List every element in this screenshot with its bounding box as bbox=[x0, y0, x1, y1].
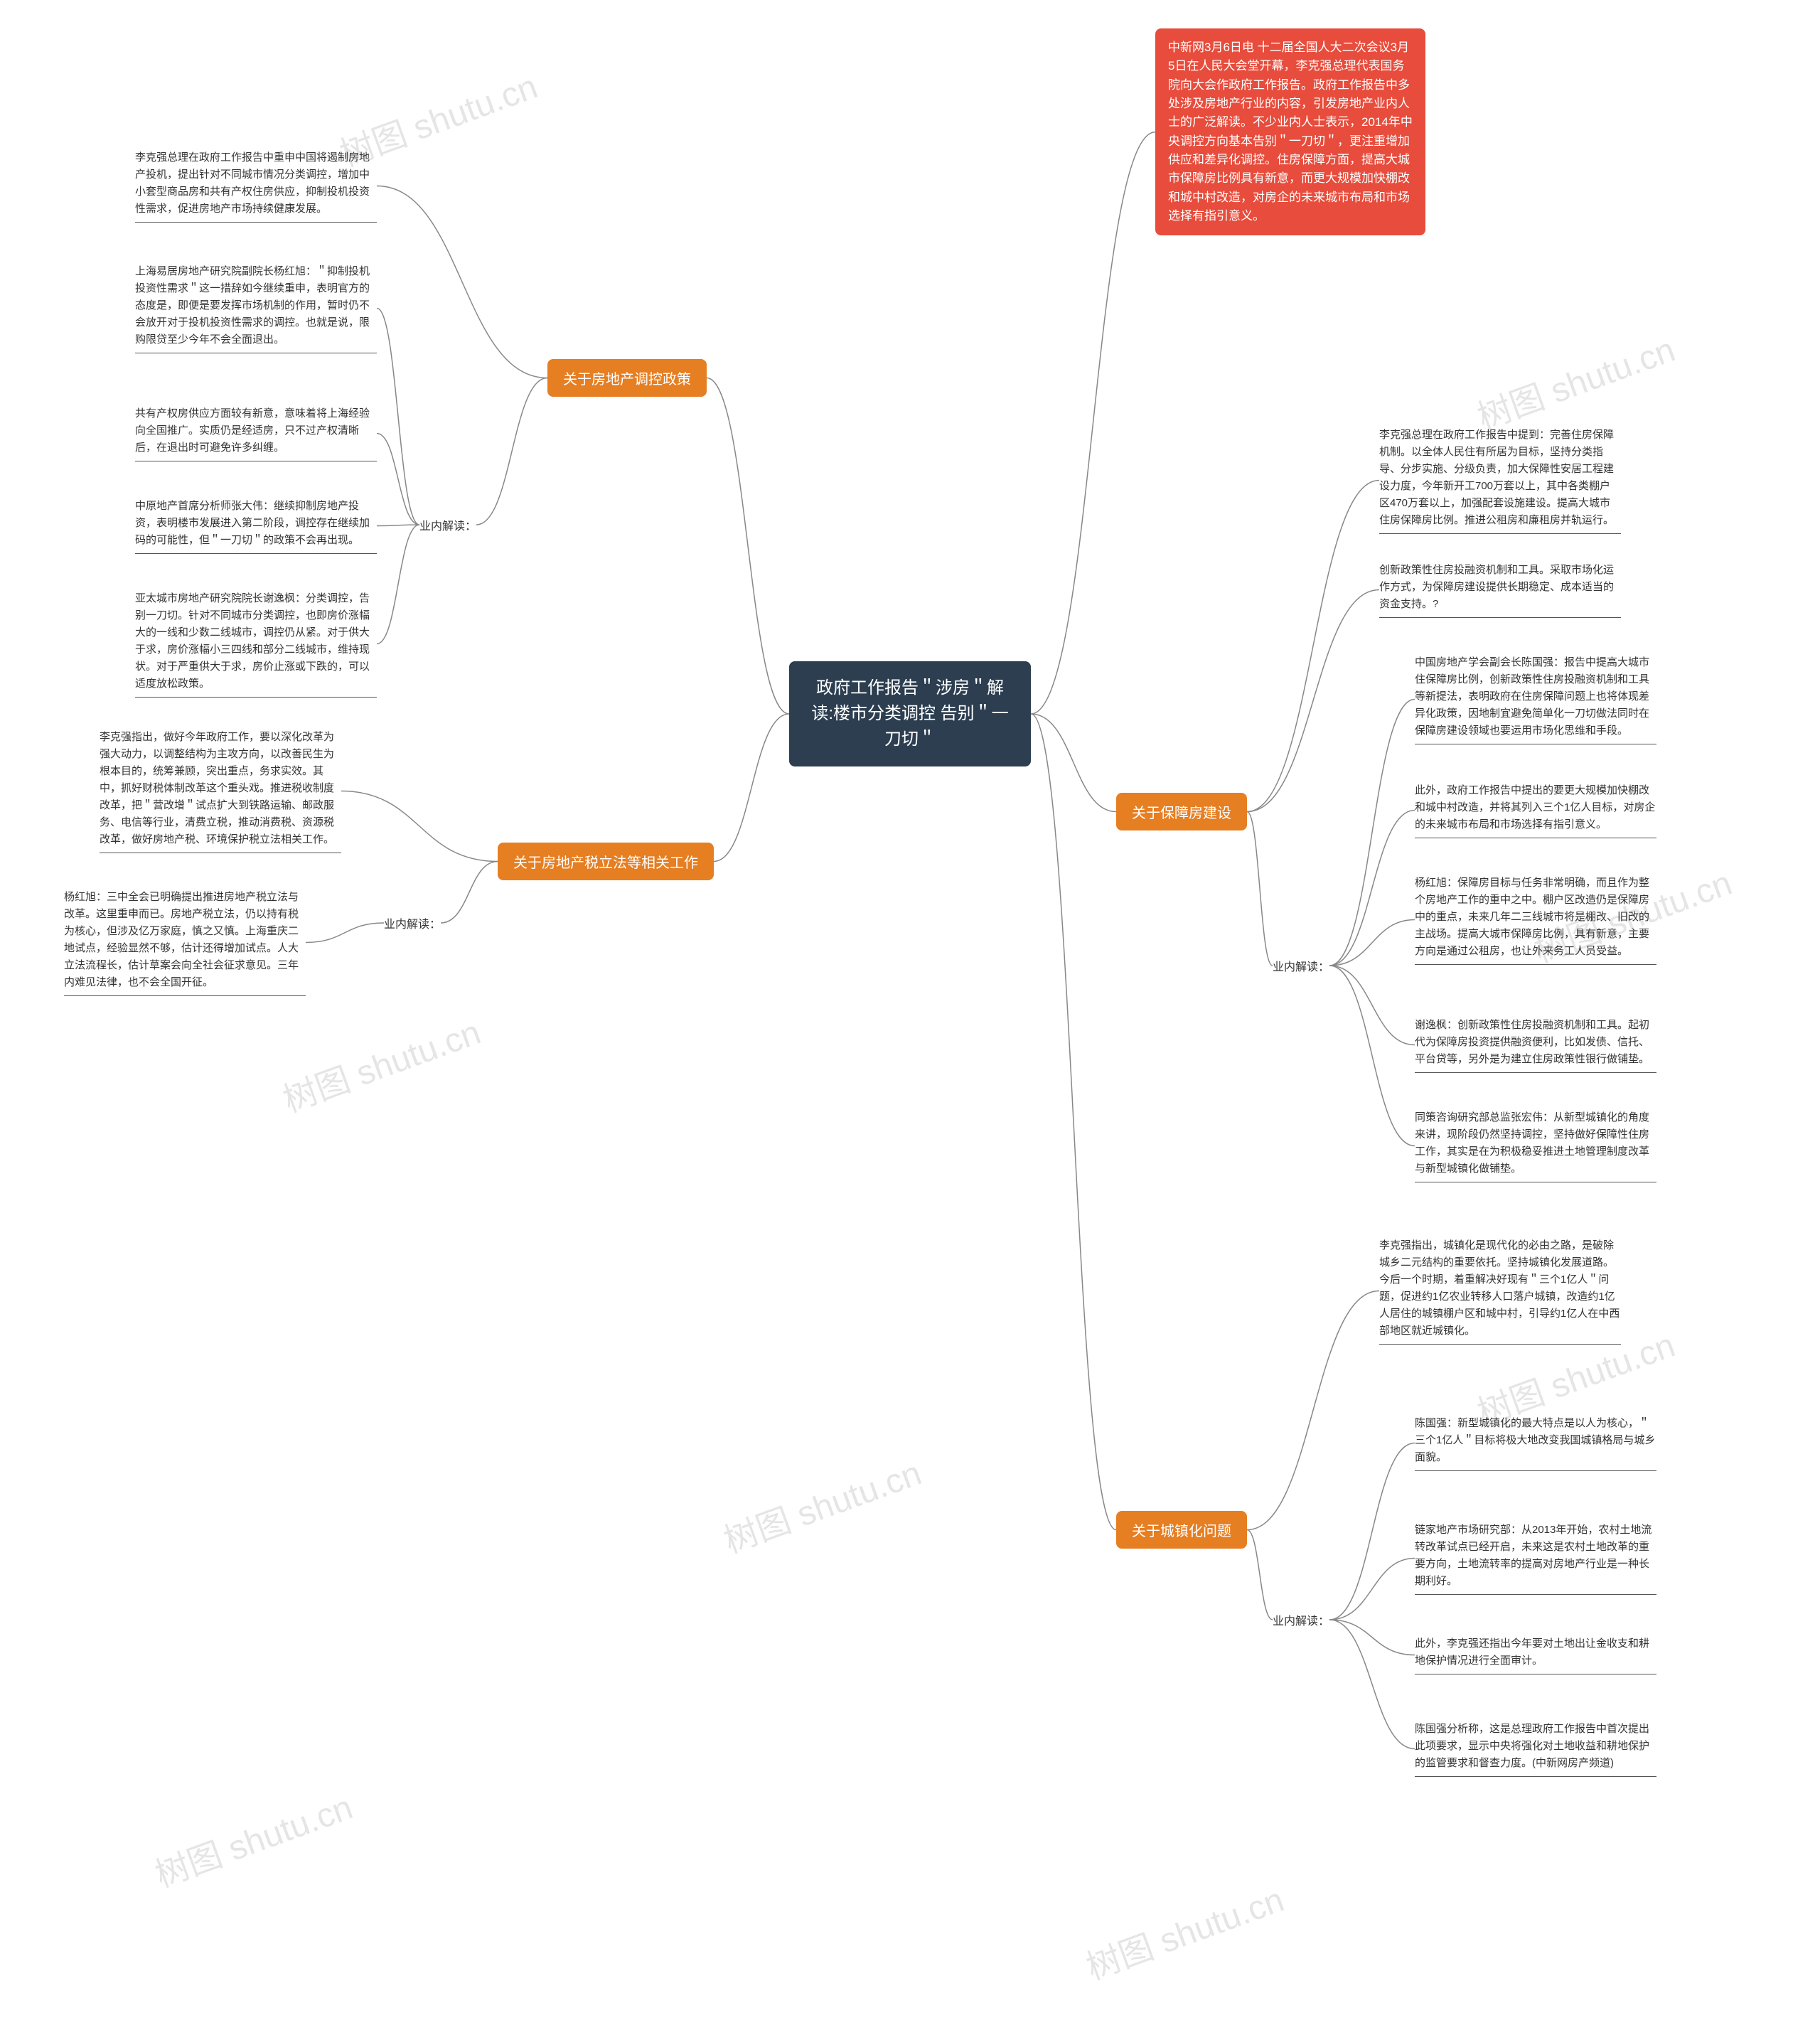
b4-leaf-4: 此外，李克强还指出今年要对土地出让金收支和耕地保护情况进行全面审计。 bbox=[1415, 1635, 1656, 1674]
b4-leaf-5: 陈国强分析称，这是总理政府工作报告中首次提出此项要求，显示中央将强化对土地收益和… bbox=[1415, 1721, 1656, 1777]
leaf-text: 共有产权房供应方面较有新意，意味着将上海经验向全国推广。实质仍是经适房，只不过产… bbox=[135, 407, 370, 454]
b3-leaf-1: 李克强总理在政府工作报告中提到：完善住房保障机制。以全体人民住有所居为目标，坚持… bbox=[1379, 427, 1621, 534]
center-title: 政府工作报告＂涉房＂解读:楼市分类调控 告别＂一刀切＂ bbox=[811, 678, 1008, 749]
b3-sublabel: 业内解读： bbox=[1273, 957, 1329, 974]
intro-box: 中新网3月6日电 十二届全国人大二次会议3月5日在人民大会堂开幕，李克强总理代表… bbox=[1155, 28, 1425, 235]
b4-sublabel: 业内解读： bbox=[1273, 1611, 1329, 1628]
center-node: 政府工作报告＂涉房＂解读:楼市分类调控 告别＂一刀切＂ bbox=[789, 661, 1031, 766]
b2-leaf-2: 杨红旭：三中全会已明确提出推进房地产税立法与改革。这里重申而已。房地产税立法，仍… bbox=[64, 889, 306, 996]
b1-leaf-2: 上海易居房地产研究院副院长杨红旭：＂抑制投机投资性需求＂这一措辞如今继续重申，表… bbox=[135, 263, 377, 353]
b3-leaf-7: 同策咨询研究部总监张宏伟：从新型城镇化的角度来讲，现阶段仍然坚持调控，坚持做好保… bbox=[1415, 1109, 1656, 1182]
branch-shuilifa: 关于房地产税立法等相关工作 bbox=[498, 843, 714, 880]
leaf-text: 此外，李克强还指出今年要对土地出让金收支和耕地保护情况进行全面审计。 bbox=[1415, 1638, 1649, 1667]
b3-leaf-2: 创新政策性住房投融资机制和工具。采取市场化运作方式，为保障房建设提供长期稳定、成… bbox=[1379, 562, 1621, 618]
leaf-text: 中原地产首席分析师张大伟：继续抑制房地产投资，表明楼市发展进入第二阶段，调控存在… bbox=[135, 500, 370, 546]
b4-leaf-2: 陈国强：新型城镇化的最大特点是以人为核心，＂三个1亿人＂目标将极大地改变我国城镇… bbox=[1415, 1415, 1656, 1471]
branch-label: 关于城镇化问题 bbox=[1132, 1524, 1231, 1539]
branch-chengzhenhua: 关于城镇化问题 bbox=[1116, 1511, 1247, 1549]
leaf-text: 链家地产市场研究部：从2013年开始，农村土地流转改革试点已经开启，未来这是农村… bbox=[1415, 1524, 1652, 1587]
leaf-text: 创新政策性住房投融资机制和工具。采取市场化运作方式，为保障房建设提供长期稳定、成… bbox=[1379, 564, 1614, 610]
b1-leaf-5: 亚太城市房地产研究院院长谢逸枫：分类调控，告别一刀切。针对不同城市分类调控，也即… bbox=[135, 590, 377, 698]
leaf-text: 亚太城市房地产研究院院长谢逸枫：分类调控，告别一刀切。针对不同城市分类调控，也即… bbox=[135, 592, 370, 690]
b3-leaf-4: 此外，政府工作报告中提出的要更大规模加快棚改和城中村改造，并将其列入三个1亿人目… bbox=[1415, 782, 1656, 838]
b1-leaf-1: 李克强总理在政府工作报告中重申中国将遏制房地产投机，提出针对不同城市情况分类调控… bbox=[135, 149, 377, 223]
intro-text: 中新网3月6日电 十二届全国人大二次会议3月5日在人民大会堂开幕，李克强总理代表… bbox=[1168, 41, 1413, 223]
b3-leaf-5: 杨红旭：保障房目标与任务非常明确，而且作为整个房地产工作的重中之中。棚户区改造仍… bbox=[1415, 875, 1656, 965]
leaf-text: 李克强指出，城镇化是现代化的必由之路，是破除城乡二元结构的重要依托。坚持城镇化发… bbox=[1379, 1239, 1620, 1337]
b1-sublabel: 业内解读： bbox=[419, 516, 476, 533]
b1-leaf-4: 中原地产首席分析师张大伟：继续抑制房地产投资，表明楼市发展进入第二阶段，调控存在… bbox=[135, 498, 377, 554]
leaf-text: 杨红旭：三中全会已明确提出推进房地产税立法与改革。这里重申而已。房地产税立法，仍… bbox=[64, 891, 299, 988]
leaf-text: 杨红旭：保障房目标与任务非常明确，而且作为整个房地产工作的重中之中。棚户区改造仍… bbox=[1415, 877, 1649, 957]
branch-label: 关于房地产税立法等相关工作 bbox=[513, 855, 698, 871]
branch-label: 关于房地产调控政策 bbox=[563, 372, 691, 388]
leaf-text: 谢逸枫：创新政策性住房投融资机制和工具。起初代为保障房投资提供融资便利，比如发债… bbox=[1415, 1019, 1649, 1065]
sublabel-text: 业内解读： bbox=[419, 520, 476, 533]
branch-label: 关于保障房建设 bbox=[1132, 806, 1231, 821]
mindmap-root: 政府工作报告＂涉房＂解读:楼市分类调控 告别＂一刀切＂ 中新网3月6日电 十二届… bbox=[0, 0, 1820, 2030]
leaf-text: 此外，政府工作报告中提出的要更大规模加快棚改和城中村改造，并将其列入三个1亿人目… bbox=[1415, 784, 1655, 830]
b3-leaf-3: 中国房地产学会副会长陈国强：报告中提高大城市住保障房比例，创新政策性住房投融资机… bbox=[1415, 654, 1656, 744]
branch-baozhangfang: 关于保障房建设 bbox=[1116, 793, 1247, 830]
sublabel-text: 业内解读： bbox=[384, 919, 441, 931]
leaf-text: 李克强总理在政府工作报告中提到：完善住房保障机制。以全体人民住有所居为目标，坚持… bbox=[1379, 429, 1614, 526]
b4-leaf-3: 链家地产市场研究部：从2013年开始，农村土地流转改革试点已经开启，未来这是农村… bbox=[1415, 1522, 1656, 1595]
b1-leaf-3: 共有产权房供应方面较有新意，意味着将上海经验向全国推广。实质仍是经适房，只不过产… bbox=[135, 405, 377, 461]
leaf-text: 上海易居房地产研究院副院长杨红旭：＂抑制投机投资性需求＂这一措辞如今继续重申，表… bbox=[135, 265, 370, 346]
leaf-text: 中国房地产学会副会长陈国强：报告中提高大城市住保障房比例，创新政策性住房投融资机… bbox=[1415, 656, 1649, 737]
b2-sublabel: 业内解读： bbox=[384, 914, 441, 931]
leaf-text: 李克强指出，做好今年政府工作，要以深化改革为强大动力，以调整结构为主攻方向，以改… bbox=[100, 731, 334, 845]
leaf-text: 李克强总理在政府工作报告中重申中国将遏制房地产投机，提出针对不同城市情况分类调控… bbox=[135, 151, 370, 215]
b3-leaf-6: 谢逸枫：创新政策性住房投融资机制和工具。起初代为保障房投资提供融资便利，比如发债… bbox=[1415, 1017, 1656, 1073]
leaf-text: 同策咨询研究部总监张宏伟：从新型城镇化的角度来讲，现阶段仍然坚持调控，坚持做好保… bbox=[1415, 1111, 1649, 1175]
b4-leaf-1: 李克强指出，城镇化是现代化的必由之路，是破除城乡二元结构的重要依托。坚持城镇化发… bbox=[1379, 1237, 1621, 1345]
sublabel-text: 业内解读： bbox=[1273, 1615, 1329, 1628]
leaf-text: 陈国强：新型城镇化的最大特点是以人为核心，＂三个1亿人＂目标将极大地改变我国城镇… bbox=[1415, 1417, 1655, 1463]
leaf-text: 陈国强分析称，这是总理政府工作报告中首次提出此项要求，显示中央将强化对土地收益和… bbox=[1415, 1723, 1649, 1769]
sublabel-text: 业内解读： bbox=[1273, 961, 1329, 973]
b2-leaf-1: 李克强指出，做好今年政府工作，要以深化改革为强大动力，以调整结构为主攻方向，以改… bbox=[100, 729, 341, 853]
branch-tiaokong: 关于房地产调控政策 bbox=[547, 359, 707, 397]
